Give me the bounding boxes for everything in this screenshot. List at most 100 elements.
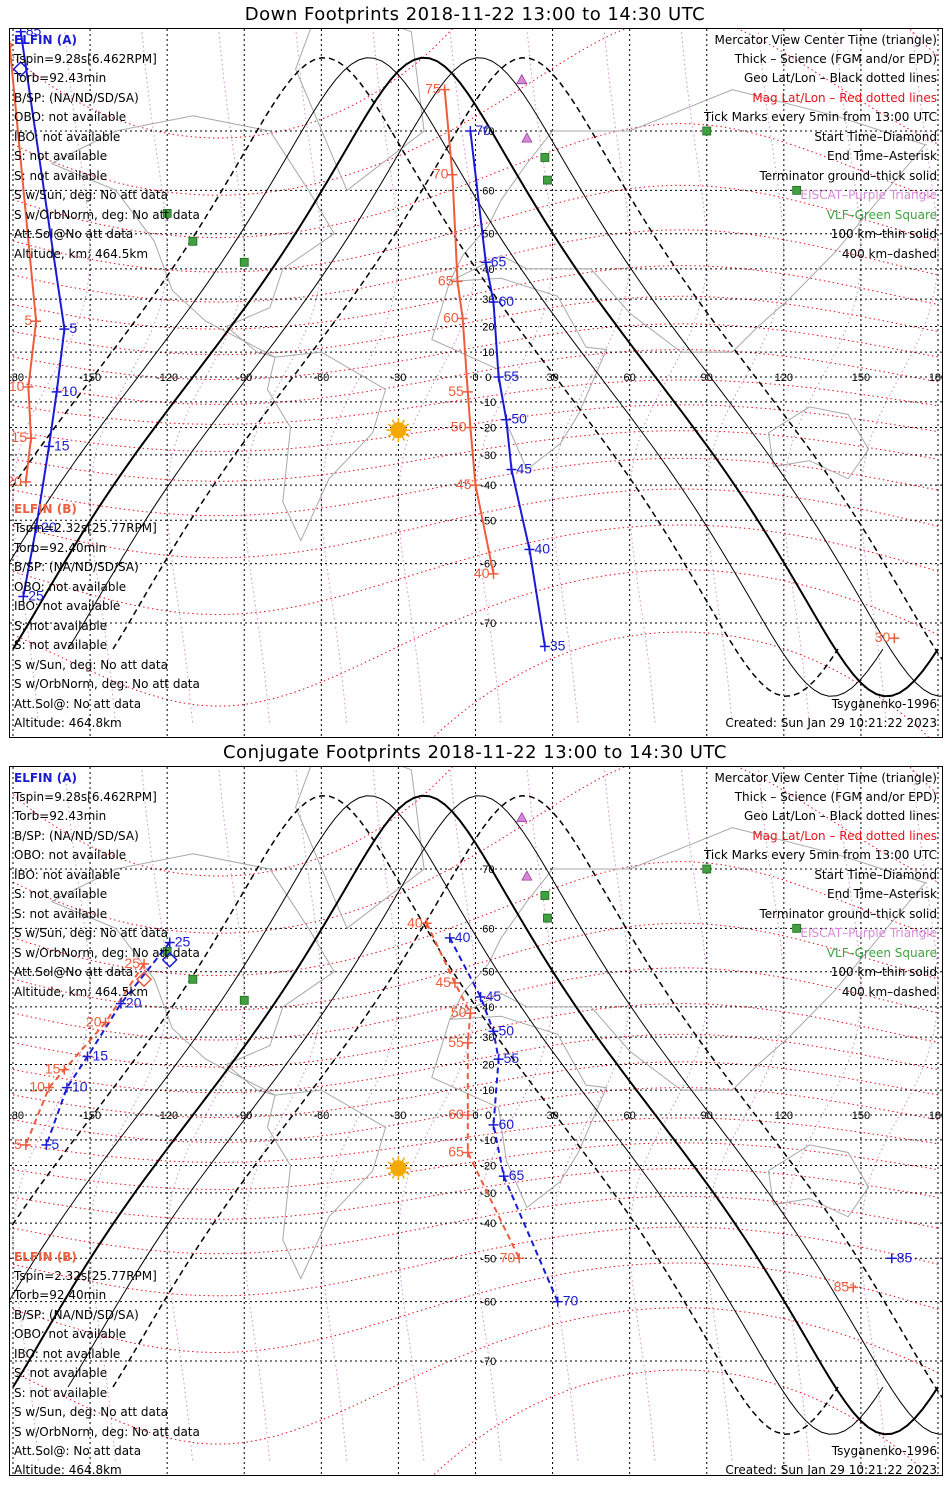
sat-b-info-line: Altitude: 464.8km (14, 716, 122, 730)
track-time-label: 25 (175, 934, 191, 950)
track-time-label: 40 (474, 565, 490, 581)
legend-eiscat: EISCAT–Purple Triangle (800, 188, 937, 202)
eiscat-marker (516, 73, 528, 85)
lat-tick-label: -50 (480, 1253, 496, 1265)
terminator-ground (12, 794, 939, 1436)
legend-400km: 400 km–dashed (841, 247, 937, 261)
mag-meridian-line (474, 769, 554, 1461)
legend-100km: 100 km–thin solid (830, 227, 937, 241)
sat-a-info-line: S w/Sun, deg: No att data (14, 188, 168, 202)
track-time-label: 25 (28, 588, 44, 604)
legend-mag: Mag Lat/Lon – Red dotted lines (752, 829, 937, 843)
track-time-label: 10 (29, 1079, 45, 1095)
sat-b-info-line: Tspin=2.32s[25.77RPM] (14, 521, 157, 535)
track-time-label: 20 (86, 1013, 102, 1029)
vlf-marker (540, 153, 550, 162)
track-time-label: 40 (534, 540, 550, 556)
sun-ray (391, 419, 396, 424)
footer-model: Tsyganenko-1996 (831, 697, 937, 711)
terminator-100km (67, 795, 942, 1435)
legend-mercator: Mercator View Center Time (triangle) (714, 771, 937, 785)
vlf-marker (239, 257, 249, 267)
track-time-label: 45 (435, 974, 451, 990)
legend-vlf: VLF–Green Square (826, 208, 937, 222)
track-time-label: 65 (448, 1144, 464, 1160)
legend-ticks: Tick Marks every 5min from 13:00 UTC (703, 848, 937, 862)
lon-tick-label: 0 (472, 1110, 478, 1122)
track-time-label: 15 (11, 429, 27, 445)
track-time-label: 60 (443, 310, 459, 326)
lat-tick-label: -60 (480, 1297, 496, 1309)
track-time-label: 35 (550, 637, 566, 653)
sat-a-info-line: IBO: not available (14, 130, 121, 144)
sat-a-info-line: S: not available (14, 149, 108, 163)
terminator-100km (10, 57, 884, 697)
sat-a-info-line: Torb=92.43min (14, 71, 107, 85)
track-time-label: 20 (126, 995, 142, 1011)
track-time-label: 45 (486, 988, 502, 1004)
legend-400km: 400 km–dashed (841, 985, 937, 999)
sat-a-info-line: Torb=92.43min (14, 809, 107, 823)
lat-tick-label: 60 (482, 923, 494, 935)
track-time-label: 55 (504, 1050, 520, 1066)
track-time-label: 85 (834, 1278, 850, 1294)
coastline (449, 89, 927, 353)
lat-tick-label: -10 (480, 397, 496, 409)
lon-tick-label: 120 (775, 372, 793, 384)
track-time-label: 55 (504, 368, 520, 384)
lon-tick-label: 30 (546, 1110, 558, 1122)
sat-b-info-line: OBO: not available (14, 580, 127, 594)
mag-meridian-line (860, 769, 939, 1461)
track-time-label: 10 (72, 1079, 88, 1095)
track-time-label: 5 (69, 320, 77, 336)
lon-tick-label: -90 (236, 372, 252, 384)
sat-b-info-line: S w/Sun, deg: No att data (14, 658, 168, 672)
lon-tick-label: 0 (472, 372, 478, 384)
track-time-label: 50 (511, 411, 527, 427)
lat-tick-label: 50 (482, 967, 494, 979)
lat-tick-label: 30 (482, 1032, 494, 1044)
map-layer: -180-150-120-90-60-300306090120150180706… (10, 767, 942, 1475)
sat-b-info-line: IBO: not available (14, 599, 121, 613)
lat-tick-label: -30 (480, 450, 496, 462)
sat-a-info-line: IBO: not available (14, 868, 121, 882)
legend-geo: Geo Lat/Lon – Black dotted lines (743, 809, 937, 823)
map-canvas: -180-150-120-90-60-300306090120150180706… (10, 767, 942, 1475)
track-time-label: 65 (438, 272, 454, 288)
mag-latitude-line (12, 229, 939, 303)
lat-tick-label: -20 (480, 1161, 496, 1173)
sat-b-name: ELFIN (B) (14, 1250, 77, 1264)
legend-thick: Thick – Science (FGM and/or EPD) (734, 790, 937, 804)
track-time-label: 45 (456, 476, 472, 492)
sat-b-info-line: Att.Sol@: No att data (14, 697, 142, 711)
mag-meridian-line (12, 31, 91, 723)
lon-tick-label: -90 (236, 1110, 252, 1122)
sat-a-info-line: B/SP: (NA/ND/SD/SA) (14, 91, 139, 105)
map-layer: -180-150-120-90-60-300306090120150180706… (10, 29, 942, 737)
sat-b-info-line: Torb=92.40min (14, 1288, 107, 1302)
sun-ray (387, 423, 392, 427)
sun-ray (401, 419, 406, 424)
lat-tick-label: 0 (485, 1110, 491, 1122)
lon-tick-label: 90 (701, 1110, 713, 1122)
lon-tick-label: 150 (852, 1110, 870, 1122)
orbit-track (19, 31, 66, 597)
track-time-label: 85 (26, 29, 42, 39)
sun-ray (387, 433, 392, 437)
lat-tick-label: 0 (485, 372, 491, 384)
map-panel-conjugate: -180-150-120-90-60-300306090120150180706… (9, 766, 943, 1476)
coastline (266, 1089, 387, 1280)
track-time-label: 40 (407, 914, 423, 930)
sun-ray (404, 1161, 410, 1165)
coastline (51, 115, 335, 358)
lon-tick-label: -180 (10, 372, 24, 384)
sun-icon (390, 422, 407, 439)
lat-tick-label: 30 (482, 294, 494, 306)
lon-tick-label: -120 (156, 1110, 178, 1122)
legend-terminator: Terminator ground–thick solid (759, 169, 937, 183)
sun-ray (404, 433, 410, 437)
sat-b-info-line: Tspin=2.32s[25.77RPM] (14, 1269, 157, 1283)
lat-tick-label: 70 (482, 126, 494, 138)
panel-title-down: Down Footprints 2018-11-22 13:00 to 14:3… (244, 4, 706, 25)
mag-meridian-line (320, 769, 399, 1461)
